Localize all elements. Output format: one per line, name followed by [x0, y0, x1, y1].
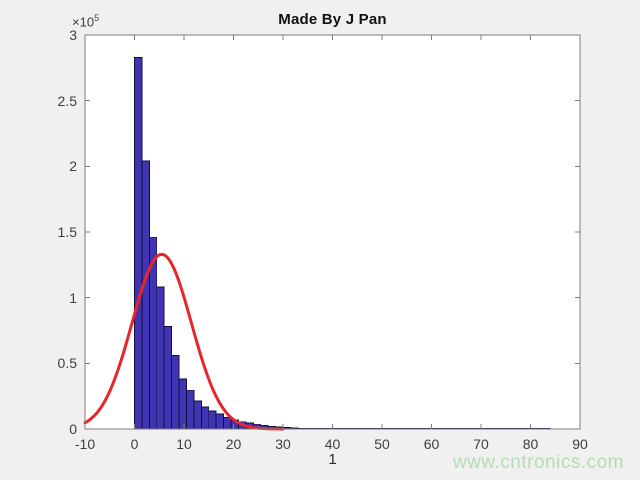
histogram-bar — [163, 326, 173, 430]
histogram-bar — [156, 286, 165, 430]
histogram-bar — [134, 56, 143, 430]
x-tick-label: 90 — [572, 436, 588, 452]
histogram-bar — [193, 400, 202, 430]
y-axis-multiplier: ×105 — [72, 13, 99, 29]
x-tick-label: -10 — [74, 436, 96, 452]
y-tick-label: 3 — [69, 27, 77, 43]
x-tick-label: 80 — [522, 436, 539, 452]
y-tick-label: 1 — [69, 289, 77, 306]
x-tick-label: 0 — [130, 436, 139, 452]
y-axis-multiplier-base: ×10 — [72, 14, 95, 30]
watermark-text: www.cntronics.com — [452, 452, 624, 473]
y-tick-label: 0.5 — [57, 355, 77, 372]
histogram-bar — [215, 413, 225, 430]
y-tick-label: 2.5 — [57, 92, 77, 109]
x-tick-label: 70 — [473, 436, 489, 452]
chart-title: Made By J Pan — [278, 11, 387, 28]
x-tick-label: 30 — [275, 436, 291, 452]
histogram-bar — [178, 378, 187, 430]
histogram-bar — [223, 416, 232, 430]
histogram-bar — [208, 410, 217, 430]
x-tick-label: 10 — [176, 436, 192, 452]
x-axis-label: 1 — [328, 451, 337, 468]
x-tick-label: 60 — [423, 436, 440, 452]
x-tick-label: 20 — [225, 436, 242, 452]
normal-fit-curve — [83, 252, 285, 431]
histogram-bar — [200, 406, 210, 430]
histogram-bar — [171, 355, 180, 430]
histogram-bar — [141, 160, 150, 430]
histogram-bar — [186, 389, 195, 430]
y-tick-label: 2 — [69, 158, 77, 175]
x-tick-label: 40 — [324, 436, 341, 452]
y-axis-multiplier-exponent: 5 — [94, 13, 100, 23]
y-tick-label: 0 — [69, 421, 77, 437]
y-tick-label: 1.5 — [57, 224, 77, 240]
x-tick-label: 50 — [374, 436, 390, 452]
